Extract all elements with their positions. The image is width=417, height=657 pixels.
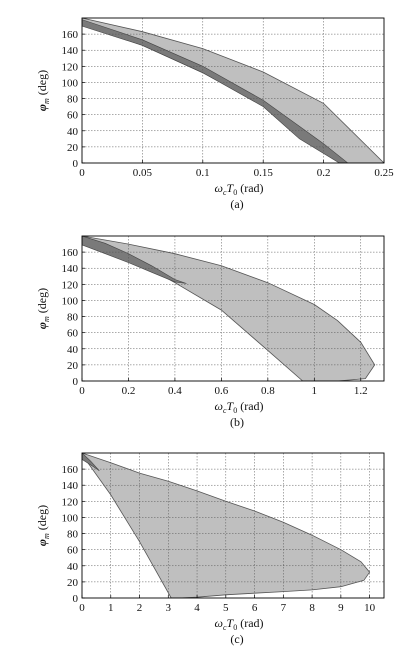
y-axis-label: φm (deg) (35, 70, 51, 111)
y-tick-label: 40 (67, 126, 79, 138)
y-tick-label: 0 (73, 158, 79, 170)
axes-frame (81, 17, 385, 164)
x-tick-label: 0 (79, 602, 85, 614)
y-tick-label: 160 (62, 29, 79, 41)
panel-label: (b) (230, 415, 244, 429)
y-tick-label: 20 (67, 142, 79, 154)
x-tick-label: 2 (137, 602, 143, 614)
y-tick-label: 60 (67, 545, 79, 557)
x-tick-label: 0 (79, 385, 85, 397)
x-axis-label: ωcT0 (rad) (214, 399, 263, 415)
panel-2: 0 0.2 0.4 0.6 0.8 1 1.2 0 20 40 60 80 100 120 140 160 ωc… (35, 235, 385, 429)
y-tick-label: 120 (62, 279, 79, 291)
x-tick-label: 0 (79, 167, 85, 179)
x-tick-label: 1 (312, 385, 318, 397)
x-tick-label: 1.2 (354, 385, 368, 397)
grid (82, 18, 384, 163)
y-tick-label: 120 (62, 61, 79, 73)
y-tick-label: 100 (62, 295, 79, 307)
y-axis-label: φm (deg) (35, 288, 51, 329)
x-tick-label: 0.2 (122, 385, 136, 397)
x-tick-label: 4 (194, 602, 200, 614)
y-tick-label: 0 (73, 593, 79, 605)
stability-region-dark (82, 453, 100, 471)
x-tick-label: 0.05 (133, 167, 153, 179)
x-tick-label: 10 (364, 602, 376, 614)
x-tick-label: 7 (281, 602, 287, 614)
x-tick-label: 5 (223, 602, 229, 614)
grid (82, 236, 384, 381)
y-tick-label: 20 (67, 577, 79, 589)
x-tick-label: 1 (108, 602, 114, 614)
x-tick-label: 9 (338, 602, 344, 614)
x-tick-label: 0.2 (317, 167, 331, 179)
y-tick-label: 40 (67, 561, 79, 573)
y-tick-label: 80 (67, 529, 79, 541)
x-tick-label: 0.1 (196, 167, 210, 179)
panel-label: (c) (230, 632, 243, 646)
x-tick-label: 0.15 (254, 167, 274, 179)
y-tick-label: 60 (67, 328, 79, 340)
x-tick-label: 0.25 (374, 167, 394, 179)
x-tick-label: 0.4 (168, 385, 182, 397)
y-tick-label: 160 (62, 464, 79, 476)
y-axis-label: φm (deg) (35, 505, 51, 546)
x-tick-label: 8 (309, 602, 315, 614)
y-tick-label: 80 (67, 94, 79, 106)
axes-frame (81, 452, 385, 599)
x-tick-label: 0.8 (261, 385, 275, 397)
y-tick-label: 20 (67, 360, 79, 372)
x-axis-label: ωcT0 (rad) (214, 181, 263, 197)
y-tick-label: 120 (62, 496, 79, 508)
x-tick-label: 3 (166, 602, 172, 614)
x-tick-label: 0.6 (215, 385, 229, 397)
panel-label: (a) (230, 197, 243, 211)
y-tick-label: 100 (62, 512, 79, 524)
y-tick-label: 60 (67, 110, 79, 122)
y-tick-label: 0 (73, 376, 79, 388)
y-tick-label: 140 (62, 263, 79, 275)
grid (82, 453, 384, 598)
y-tick-label: 40 (67, 344, 79, 356)
x-tick-label: 6 (252, 602, 258, 614)
y-tick-label: 140 (62, 45, 79, 57)
y-tick-label: 140 (62, 480, 79, 492)
y-tick-label: 100 (62, 77, 79, 89)
x-axis-label: ωcT0 (rad) (214, 616, 263, 632)
y-tick-label: 80 (67, 312, 79, 324)
y-tick-label: 160 (62, 247, 79, 259)
panel-1: 0 0.05 0.1 0.15 0.2 0.25 0 20 40 60 80 100 120 140 160… (35, 17, 394, 211)
axes-frame (81, 235, 385, 382)
